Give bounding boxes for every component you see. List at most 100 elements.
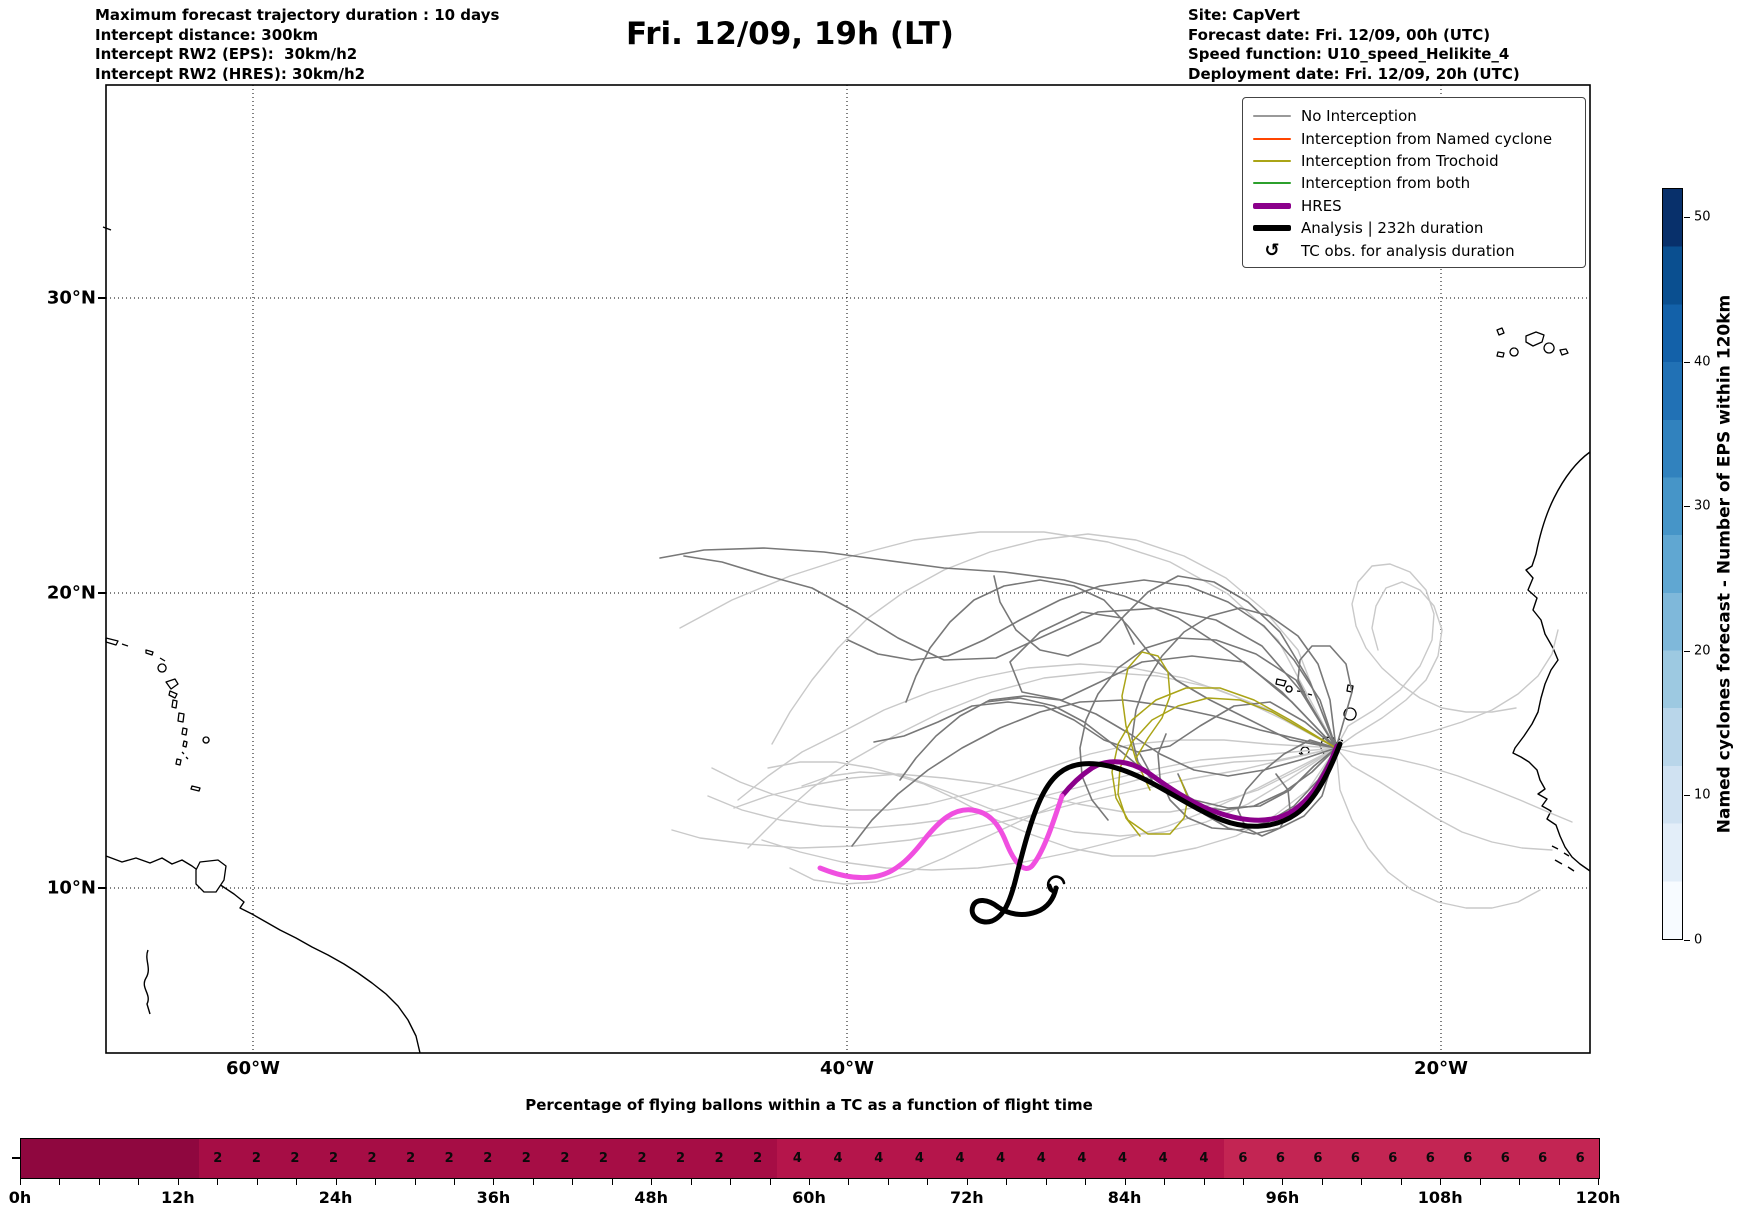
longitude-label: 60°W [226, 1058, 280, 1079]
latitude-label: 20°N [30, 583, 96, 604]
bar-percentage-value: 2 [213, 1151, 222, 1166]
time-tick-mark [1046, 1178, 1047, 1185]
trajectory-no-interception-light [1336, 748, 1572, 822]
legend-line-icon [1253, 225, 1291, 231]
legend-item: Interception from both [1253, 172, 1585, 194]
island-coastline [172, 700, 177, 708]
time-axis-ticks [20, 1178, 1598, 1185]
time-tick-mark [99, 1178, 100, 1185]
legend-line-icon [1253, 182, 1291, 184]
legend-line-icon [1253, 115, 1291, 117]
legend-item-label: TC obs. for analysis duration [1301, 242, 1515, 260]
island-coastline [146, 650, 153, 655]
time-tick-mark [493, 1178, 494, 1185]
bar-percentage-value: 6 [1463, 1151, 1472, 1166]
time-axis-label: 48h [634, 1188, 668, 1207]
bar-percentage-value: 2 [560, 1151, 569, 1166]
island-coastline [1497, 352, 1504, 357]
bar-percentage-value: 2 [637, 1151, 646, 1166]
colorbar-tick-mark [1684, 795, 1690, 796]
bar-percentage-value: 6 [1238, 1151, 1247, 1166]
colorbar-tick-mark [1684, 651, 1690, 652]
trajectory-no-interception-light [680, 532, 1336, 748]
bar-percentage-value: 4 [874, 1151, 883, 1166]
legend-item-label: Interception from Trochoid [1301, 152, 1499, 170]
time-tick-mark [296, 1178, 297, 1185]
legend-item-label: Interception from Named cyclone [1301, 130, 1552, 148]
bar-segment-undefinedpct [21, 1139, 199, 1178]
time-tick-mark [1282, 1178, 1283, 1185]
time-axis-label: 72h [950, 1188, 984, 1207]
tc-obs-icon: ↺ [1253, 243, 1291, 259]
bar-percentage-value: 2 [483, 1151, 492, 1166]
time-tick-mark [691, 1178, 692, 1185]
trajectory-no-interception-light [1336, 748, 1552, 850]
coastline [106, 856, 420, 1053]
bar-percentage-value: 2 [445, 1151, 454, 1166]
island-coastline [183, 741, 187, 747]
time-tick-mark [1519, 1178, 1520, 1185]
bar-segment-undefinedpct: 44444444444 [777, 1139, 1224, 1178]
time-axis-label: 84h [1108, 1188, 1142, 1207]
island-coastline [1286, 686, 1292, 692]
bar-percentage-value: 6 [1351, 1151, 1360, 1166]
time-tick-mark [1559, 1178, 1560, 1185]
time-axis-label: 0h [9, 1188, 32, 1207]
island-coastline [158, 664, 166, 672]
bar-percentage-value: 6 [1538, 1151, 1547, 1166]
bar-percentage-value: 6 [1388, 1151, 1397, 1166]
legend-item-label: No Interception [1301, 107, 1417, 125]
bar-percentage-value: 2 [368, 1151, 377, 1166]
colorbar-label: Named cyclones forecast - Number of EPS … [1702, 188, 1746, 940]
time-tick-mark [730, 1178, 731, 1185]
time-tick-mark [1322, 1178, 1323, 1185]
island-coastline [182, 728, 187, 735]
bar-percentage-value: 2 [252, 1151, 261, 1166]
bar-percentage-value: 6 [1276, 1151, 1285, 1166]
bar-percentage-value: 4 [996, 1151, 1005, 1166]
island-coastline [178, 713, 184, 722]
colorbar-tick-mark [1684, 506, 1690, 507]
bar-percentage-value: 2 [599, 1151, 608, 1166]
time-axis-label: 60h [792, 1188, 826, 1207]
legend-item-label: Analysis | 232h duration [1301, 219, 1483, 237]
bar-segment-undefinedpct: 6666666666 [1224, 1139, 1599, 1178]
legend-line-icon [1253, 160, 1291, 162]
bar-percentage-value: 6 [1313, 1151, 1322, 1166]
bar-percentage-value: 4 [1118, 1151, 1127, 1166]
latitude-label: 30°N [30, 288, 96, 309]
island-coastline [1560, 349, 1568, 355]
island-coastline [1497, 328, 1504, 335]
trajectory-no-interception-light [1336, 630, 1558, 748]
bar-percentage-value: 4 [1159, 1151, 1168, 1166]
time-tick-mark [1480, 1178, 1481, 1185]
bar-percentage-value: 2 [676, 1151, 685, 1166]
time-tick-mark [1085, 1178, 1086, 1185]
coastline [1552, 846, 1574, 871]
bar-percentage-value: 4 [793, 1151, 802, 1166]
trajectory-no-interception-dark [660, 548, 1336, 748]
island-coastline [191, 786, 200, 791]
time-tick-mark [415, 1178, 416, 1185]
bar-percentage-value: 2 [522, 1151, 531, 1166]
time-axis-label: 120h [1576, 1188, 1621, 1207]
bar-percentage-value: 6 [1576, 1151, 1585, 1166]
colorbar-tick-mark [1684, 217, 1690, 218]
island-coastline [182, 752, 188, 759]
bottom-bar-title: Percentage of flying ballons within a TC… [20, 1096, 1598, 1114]
time-tick-mark [572, 1178, 573, 1185]
legend-item: ↺ TC obs. for analysis duration [1253, 239, 1585, 261]
time-tick-mark [375, 1178, 376, 1185]
time-tick-mark [59, 1178, 60, 1185]
legend-line-icon [1253, 203, 1291, 209]
time-axis-label: 24h [319, 1188, 353, 1207]
bar-segment-undefinedpct: 222222222222222 [199, 1139, 778, 1178]
time-tick-mark [336, 1178, 337, 1185]
island-coastline [106, 638, 118, 645]
time-tick-mark [217, 1178, 218, 1185]
latitude-label: 10°N [30, 878, 96, 899]
time-tick-mark [20, 1178, 21, 1185]
legend-item: Interception from Named cyclone [1253, 127, 1585, 149]
trajectory-no-interception-dark [994, 576, 1336, 748]
island-coastline [166, 679, 178, 689]
